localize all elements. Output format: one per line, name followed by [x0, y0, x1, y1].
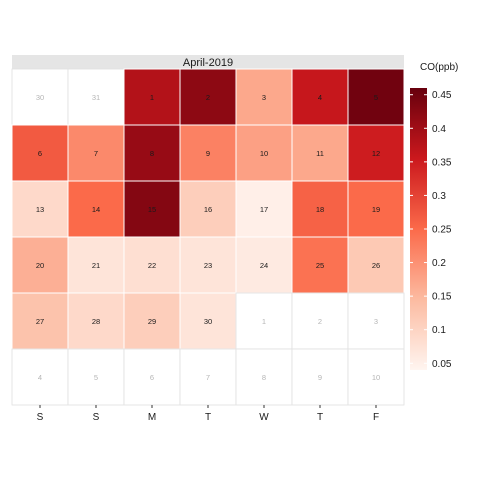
- chart-title: April-2019: [183, 57, 233, 69]
- legend-title: CO(ppb): [420, 62, 458, 73]
- day-label: 7: [94, 149, 98, 158]
- day-label: 30: [36, 93, 44, 102]
- x-tick-label: W: [259, 412, 269, 423]
- heatmap-cell: [67, 348, 125, 406]
- heatmap-cell: [291, 68, 349, 126]
- heatmap-cell: [235, 124, 293, 182]
- legend-tick-label: 0.3: [432, 191, 446, 202]
- heatmap-cell: [347, 236, 405, 294]
- heatmap-cell: [347, 68, 405, 126]
- legend-tick-label: 0.2: [432, 258, 446, 269]
- x-tick-label: T: [317, 412, 323, 423]
- heatmap-cell: [11, 236, 69, 294]
- day-label: 14: [92, 205, 100, 214]
- day-label: 2: [206, 93, 210, 102]
- x-tick-label: T: [205, 412, 211, 423]
- heatmap-cell: [179, 292, 237, 350]
- heatmap-cell: [291, 348, 349, 406]
- day-label: 26: [372, 261, 380, 270]
- legend-ticks: 0.05 0.1 0.15 0.2 0.25 0.3 0.35 0.4 0.45: [410, 90, 452, 370]
- heatmap-cell: [179, 348, 237, 406]
- day-label: 8: [150, 149, 154, 158]
- day-label: 3: [374, 317, 378, 326]
- heatmap-cell: [235, 180, 293, 238]
- legend-tick-label: 0.25: [432, 225, 452, 236]
- day-label: 10: [260, 149, 268, 158]
- day-label: 3: [262, 93, 266, 102]
- day-label: 18: [316, 205, 324, 214]
- day-label: 2: [318, 317, 322, 326]
- day-label: 28: [92, 317, 100, 326]
- day-label: 16: [204, 205, 212, 214]
- day-label: 24: [260, 261, 268, 270]
- x-tick-label: M: [148, 412, 156, 423]
- heatmap-cell: [291, 292, 349, 350]
- heatmap-cell: [179, 180, 237, 238]
- day-label: 4: [38, 373, 42, 382]
- day-label: 13: [36, 205, 44, 214]
- day-label: 9: [318, 373, 322, 382]
- day-label: 8: [262, 373, 266, 382]
- heatmap-cell: [235, 68, 293, 126]
- heatmap-cell: [347, 292, 405, 350]
- day-label: 17: [260, 205, 268, 214]
- x-tick-label: S: [93, 412, 100, 423]
- day-label: 19: [372, 205, 380, 214]
- day-label: 11: [316, 149, 324, 158]
- day-label: 1: [262, 317, 266, 326]
- day-label: 21: [92, 261, 100, 270]
- day-label: 31: [92, 93, 100, 102]
- day-label: 12: [372, 149, 380, 158]
- day-label: 5: [374, 93, 378, 102]
- legend-tick-label: 0.15: [432, 292, 452, 303]
- day-label: 7: [206, 373, 210, 382]
- day-label: 20: [36, 261, 44, 270]
- heatmap-cell: [11, 124, 69, 182]
- day-label: 4: [318, 93, 322, 102]
- heatmap-cell: [11, 348, 69, 406]
- heatmap-cell: [179, 124, 237, 182]
- heatmap-cell: [347, 348, 405, 406]
- legend-tick-label: 0.05: [432, 359, 452, 370]
- day-label: 15: [148, 205, 156, 214]
- x-tick-label: S: [37, 412, 44, 423]
- heatmap-cell: [291, 124, 349, 182]
- heatmap-cell: [179, 236, 237, 294]
- day-label: 10: [372, 373, 380, 382]
- day-label: 22: [148, 261, 156, 270]
- day-label: 5: [94, 373, 98, 382]
- x-tick-label: F: [373, 412, 379, 423]
- heatmap-cell: [11, 292, 69, 350]
- day-label: 25: [316, 261, 324, 270]
- day-label: 9: [206, 149, 210, 158]
- legend-tick-label: 0.1: [432, 325, 446, 336]
- day-label: 23: [204, 261, 212, 270]
- heatmap-cell: [291, 236, 349, 294]
- day-label: 1: [150, 93, 154, 102]
- legend-tick-label: 0.35: [432, 157, 452, 168]
- heatmap-cell: [347, 124, 405, 182]
- legend-tick-label: 0.4: [432, 124, 446, 135]
- day-label: 30: [204, 317, 212, 326]
- day-label: 29: [148, 317, 156, 326]
- day-label: 6: [150, 373, 154, 382]
- heatmap-cell: [67, 124, 125, 182]
- heatmap-cell: [235, 292, 293, 350]
- heatmap-cell: [123, 292, 181, 350]
- heatmap-cell: [123, 236, 181, 294]
- heatmap-cell: [11, 180, 69, 238]
- legend-colorbar: [410, 88, 427, 370]
- day-label: 27: [36, 317, 44, 326]
- strip-header: [12, 55, 404, 69]
- day-label: 6: [38, 149, 42, 158]
- heatmap-cell: [123, 348, 181, 406]
- legend-tick-label: 0.45: [432, 90, 452, 101]
- heatmap-cell: [347, 180, 405, 238]
